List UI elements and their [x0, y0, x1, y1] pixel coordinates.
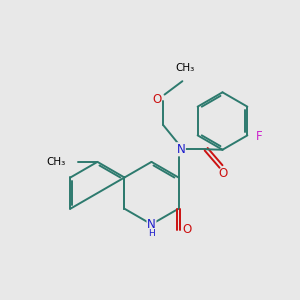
Text: CH₃: CH₃ — [46, 157, 66, 167]
Text: H: H — [148, 229, 155, 238]
Text: O: O — [152, 92, 161, 106]
Text: O: O — [182, 223, 191, 236]
Text: O: O — [218, 167, 227, 179]
Text: CH₃: CH₃ — [175, 63, 194, 73]
Text: F: F — [256, 130, 263, 143]
Text: N: N — [176, 143, 185, 156]
Text: N: N — [147, 218, 156, 231]
